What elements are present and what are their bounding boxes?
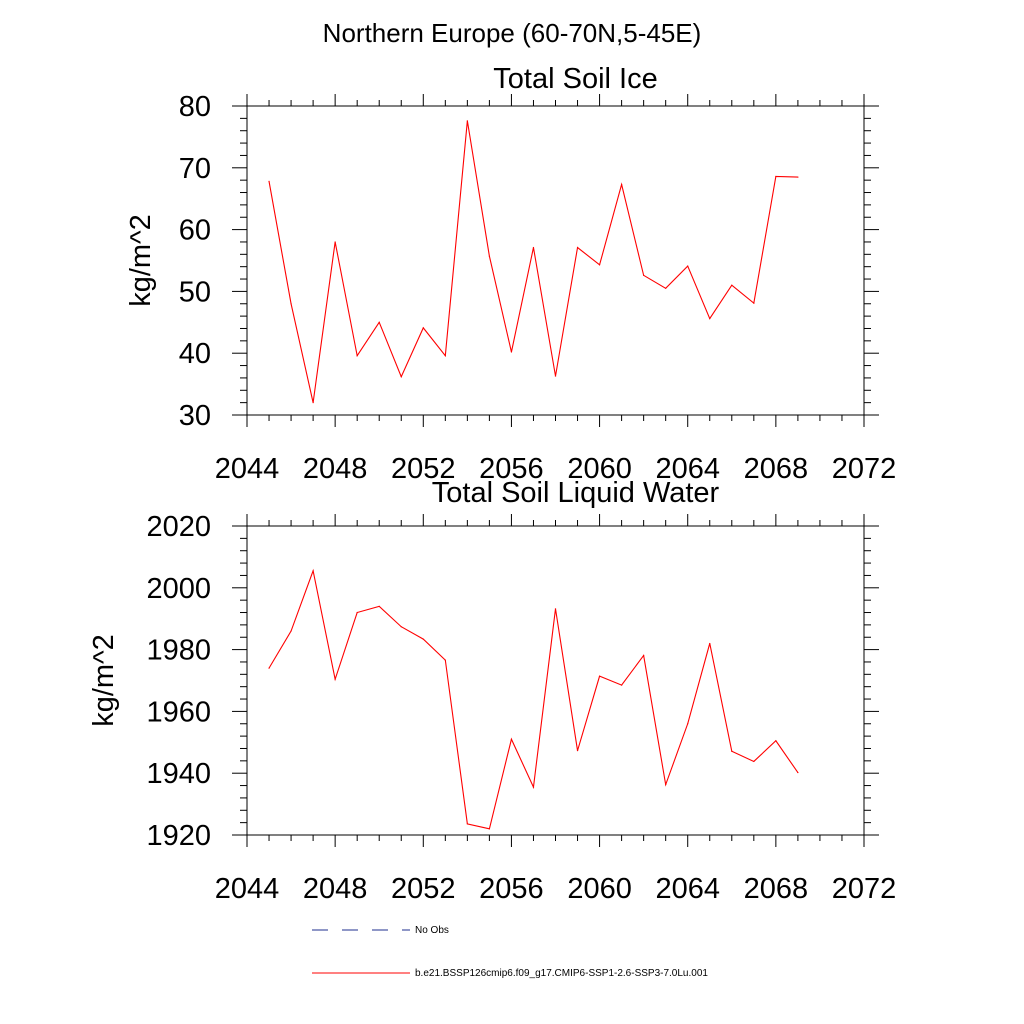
soil-ice-data-point <box>731 284 733 286</box>
soil-water-data-point <box>709 642 711 645</box>
soil-water-x-tick-label: 2064 <box>655 873 720 905</box>
soil-water-x-tick-label: 2068 <box>744 873 809 905</box>
page-title: Northern Europe (60-70N,5-45E) <box>323 18 702 48</box>
soil-water-data-point <box>643 654 645 657</box>
soil-ice-x-tick-label: 2052 <box>391 453 456 485</box>
soil-water-data-point <box>598 675 601 677</box>
soil-ice-data-point <box>334 241 336 243</box>
soil-ice-data-point <box>598 264 601 266</box>
soil-ice-x-tick-label: 2064 <box>655 453 720 485</box>
soil-water-data-point <box>290 630 292 632</box>
soil-ice-data-point <box>466 120 468 122</box>
soil-ice-y-tick-label: 60 <box>179 215 211 247</box>
soil-ice-data-point <box>576 246 579 249</box>
soil-ice-data-point <box>378 321 380 323</box>
soil-ice-data-point <box>488 255 490 257</box>
soil-water-data-point <box>356 611 358 614</box>
soil-water-x-tick-label: 2052 <box>391 873 456 905</box>
soil-water-y-tick-label: 1960 <box>146 696 211 728</box>
legend-label-no-obs: No Obs <box>415 925 449 936</box>
soil-water-data-point <box>621 684 623 686</box>
soil-water-data-point <box>488 828 490 830</box>
soil-ice-data-point <box>532 246 535 249</box>
soil-water-data-point <box>687 723 689 725</box>
soil-water-data-point <box>731 750 733 752</box>
soil-water-data-point <box>312 570 314 572</box>
soil-ice-data-point <box>312 402 314 404</box>
soil-ice-y-tick-label: 80 <box>179 91 211 123</box>
soil-water-data-point <box>775 740 777 742</box>
soil-ice-data-point <box>797 176 799 178</box>
soil-ice-y-tick-label: 30 <box>179 400 211 432</box>
soil-ice-y-tick-label: 70 <box>179 153 211 185</box>
soil-water-data-point <box>576 750 579 752</box>
soil-ice-data-point <box>709 317 711 320</box>
soil-ice-x-tick-label: 2060 <box>567 453 632 485</box>
soil-water-data-point <box>334 678 336 680</box>
soil-ice-data-point <box>621 183 623 186</box>
soil-ice-data-point <box>422 327 424 329</box>
soil-ice-data-point <box>290 303 292 305</box>
soil-ice-data-point <box>510 351 513 353</box>
soil-liquid-water-plot: Total Soil Liquid Water kg/m^2 2044 2048 205… <box>88 477 896 905</box>
soil-water-data-point <box>532 786 535 788</box>
soil-ice-data-point <box>444 355 446 357</box>
legend: No Obs b.e21.BSSP126cmip6.f09_g17.CMIP6-… <box>312 925 708 979</box>
soil-ice-x-tick-label: 2072 <box>832 453 897 485</box>
soil-water-y-tick-label: 1940 <box>146 758 211 790</box>
soil-ice-y-tick-label: 50 <box>179 276 211 308</box>
soil-ice-x-tick-label: 2048 <box>303 453 368 485</box>
soil-water-y-tick-label: 2000 <box>146 573 211 605</box>
soil-water-y-axis-label: kg/m^2 <box>88 634 120 727</box>
soil-water-data-point <box>466 823 468 825</box>
soil-ice-data-point <box>400 376 402 378</box>
soil-ice-y-tick-label: 40 <box>179 338 211 370</box>
soil-water-data-point <box>510 738 513 740</box>
soil-water-data-point <box>422 638 424 640</box>
soil-ice-data-point <box>753 302 755 304</box>
soil-ice-y-axis-label: kg/m^2 <box>125 214 157 307</box>
soil-ice-data-point <box>268 180 270 182</box>
soil-ice-data-point <box>687 265 689 267</box>
soil-water-y-tick-label: 2020 <box>146 511 211 543</box>
soil-water-data-point <box>378 605 380 607</box>
soil-water-data-point <box>400 626 402 628</box>
soil-ice-chart-title: Total Soil Ice <box>493 63 657 95</box>
soil-water-y-tick-label: 1980 <box>146 635 211 667</box>
soil-ice-data-point <box>643 274 645 276</box>
soil-ice-data-point <box>554 375 557 377</box>
soil-water-data-point <box>753 760 755 763</box>
soil-ice-data-point <box>665 287 667 289</box>
soil-water-x-tick-label: 2056 <box>479 873 544 905</box>
legend-label-model-run: b.e21.BSSP126cmip6.f09_g17.CMIP6-SSP1-2.… <box>415 968 708 979</box>
soil-ice-x-tick-label: 2056 <box>479 453 544 485</box>
soil-water-x-tick-label: 2072 <box>832 873 897 905</box>
soil-water-data-point <box>665 784 667 786</box>
soil-ice-x-tick-label: 2044 <box>215 453 280 485</box>
soil-water-x-tick-label: 2060 <box>567 873 632 905</box>
soil-water-y-tick-label: 1920 <box>146 820 211 852</box>
soil-water-chart-title: Total Soil Liquid Water <box>432 477 720 509</box>
soil-water-data-point <box>444 659 446 661</box>
soil-ice-data-point <box>356 355 358 357</box>
soil-ice-plot: Total Soil Ice kg/m^2 2044 2048 2052 2056 2060… <box>125 63 896 485</box>
soil-water-x-tick-label: 2048 <box>303 873 368 905</box>
soil-water-data-point <box>268 667 270 669</box>
soil-ice-data-point <box>775 175 777 178</box>
soil-ice-x-tick-label: 2068 <box>744 453 809 485</box>
soil-water-x-tick-label: 2044 <box>215 873 280 905</box>
soil-water-data-point <box>797 771 799 774</box>
soil-water-data-point <box>554 608 557 610</box>
